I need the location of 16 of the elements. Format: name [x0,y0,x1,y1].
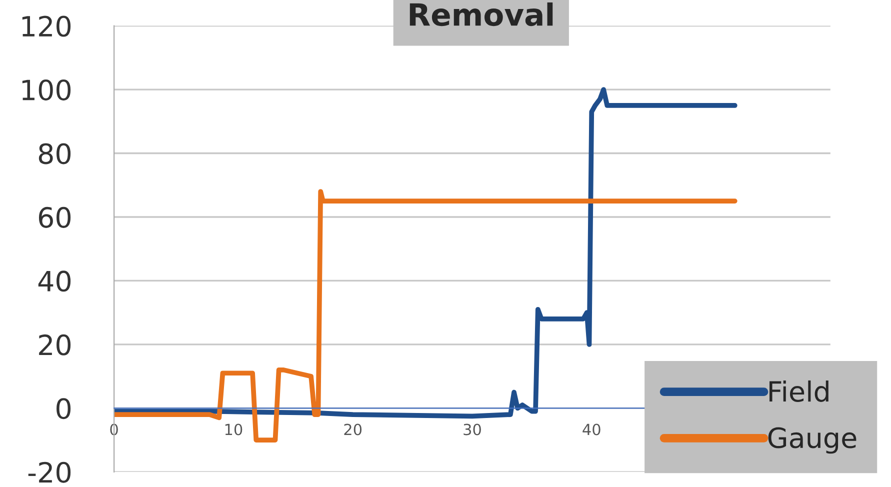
x-tick-label: 40 [582,424,600,436]
chart-title: Removal [410,2,553,26]
line-series [114,87,738,419]
y-tick-label: 120 [22,16,71,37]
x-tick-label: 10 [225,424,242,436]
x-tick-label: 30 [464,424,481,436]
y-tick-label: -20 [28,462,71,483]
y-tick-label: 60 [38,206,71,228]
y-tick-label: 20 [39,334,71,356]
y-tick-label: 0 [56,398,71,420]
legend-label: Field [770,380,828,402]
legend-label: Gauge [768,427,856,454]
y-tick-label: 40 [38,270,71,292]
y-tick-label: 100 [22,79,71,100]
y-tick-label: 80 [38,143,71,164]
x-tick-label: 20 [344,424,362,436]
